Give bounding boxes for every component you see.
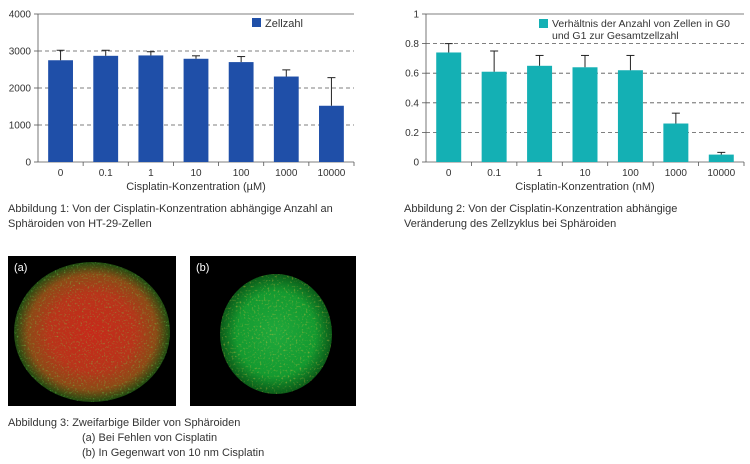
left-ytick-label: 0 xyxy=(25,158,31,169)
caption-fig3a: (a) Bei Fehlen von Cisplatin xyxy=(82,432,218,444)
right-legend-swatch xyxy=(539,19,548,28)
left-bar xyxy=(273,76,299,162)
right-bar xyxy=(572,67,598,162)
left-x-axis-label: Cisplatin-Konzentration (µM) xyxy=(126,181,266,193)
right-xtick-label: 0 xyxy=(446,168,452,179)
right-bar xyxy=(527,65,553,162)
left-bar xyxy=(93,55,119,163)
caption-fig2: Abbildung 2: Von der Cisplatin-Konzentra… xyxy=(404,202,744,232)
right-xtick-label: 10 xyxy=(579,168,591,179)
left-xtick-label: 0.1 xyxy=(99,168,113,179)
right-ytick-label: 0 xyxy=(413,158,419,169)
right-legend-label: und G1 zur Gesamtzellzahl xyxy=(552,30,679,42)
left-bar xyxy=(138,55,164,162)
spheroid-image-b: (b) xyxy=(190,256,356,406)
left-bar xyxy=(183,58,209,162)
image-b-label: (b) xyxy=(196,262,210,274)
caption-fig2-line1: Abbildung 2: Von der Cisplatin-Konzentra… xyxy=(404,203,678,215)
left-xtick-label: 1000 xyxy=(275,168,298,179)
spheroid-b-render xyxy=(220,274,332,394)
right-legend-label: Verhältnis der Anzahl von Zellen in G0 xyxy=(552,18,730,30)
right-xtick-label: 10000 xyxy=(707,168,735,179)
caption-fig1: Abbildung 1: Von der Cisplatin-Konzentra… xyxy=(8,202,378,232)
caption-fig3b: (b) In Gegenwart von 10 nm Cisplatin xyxy=(82,447,265,459)
right-bar xyxy=(663,123,689,162)
chart-cell-count-svg: 0 1000 2000 3000 4000 0 0.1 1 10 100 1000 10000 Cisp… xyxy=(9,10,355,193)
left-bar xyxy=(228,62,254,162)
right-xtick-label: 0.1 xyxy=(487,168,501,179)
caption-fig2-line2: Veränderung des Zellzyklus bei Sphäroide… xyxy=(404,218,617,230)
right-bar xyxy=(708,154,734,162)
right-ytick-label: 1 xyxy=(413,10,419,21)
image-a-label: (a) xyxy=(14,262,28,274)
left-bar xyxy=(48,60,73,162)
left-bar xyxy=(319,105,344,162)
left-ytick-label: 2000 xyxy=(9,84,32,95)
right-bar xyxy=(617,70,643,162)
chart-cell-count: 0 1000 2000 3000 4000 0 0.1 1 10 100 1000 10000 Cisp… xyxy=(0,0,360,198)
left-xtick-label: 10 xyxy=(190,168,202,179)
left-xtick-label: 1 xyxy=(148,168,154,179)
left-xtick-label: 10000 xyxy=(318,168,346,179)
right-x-axis-label: Cisplatin-Konzentration (nM) xyxy=(515,181,654,193)
right-xtick-label: 1 xyxy=(537,168,543,179)
right-bar xyxy=(436,52,462,163)
right-xtick-label: 100 xyxy=(622,168,639,179)
right-bar xyxy=(481,71,507,162)
right-ytick-label: 0.8 xyxy=(405,39,419,50)
caption-fig3: Abbildung 3: Zweifarbige Bilder von Sphä… xyxy=(8,417,241,429)
left-ytick-label: 1000 xyxy=(9,121,32,132)
left-ytick-label: 4000 xyxy=(9,10,32,21)
left-ytick-label: 3000 xyxy=(9,47,32,58)
spheroid-image-a: (a) xyxy=(8,256,176,406)
right-ytick-label: 0.2 xyxy=(405,128,419,139)
chart-cell-cycle: 0 0.2 0.4 0.6 0.8 1 0 0.1 1 10 100 1000 10000 Cisplat… xyxy=(392,0,750,198)
left-xtick-label: 100 xyxy=(233,168,250,179)
caption-fig1-line2: Sphäroiden von HT-29-Zellen xyxy=(8,218,152,230)
left-xtick-label: 0 xyxy=(58,168,64,179)
right-ytick-label: 0.4 xyxy=(405,98,419,109)
right-xtick-label: 1000 xyxy=(665,168,688,179)
right-ytick-label: 0.6 xyxy=(405,69,419,80)
caption-fig1-line1: Abbildung 1: Von der Cisplatin-Konzentra… xyxy=(8,203,333,215)
left-legend-label: Zellzahl xyxy=(265,18,303,30)
left-legend-swatch xyxy=(252,18,261,27)
chart-cell-cycle-svg: 00.20.40.60.810 0.1 1 10 100 1000 10000Cisplat… xyxy=(405,10,745,193)
spheroid-a-render xyxy=(14,262,170,402)
